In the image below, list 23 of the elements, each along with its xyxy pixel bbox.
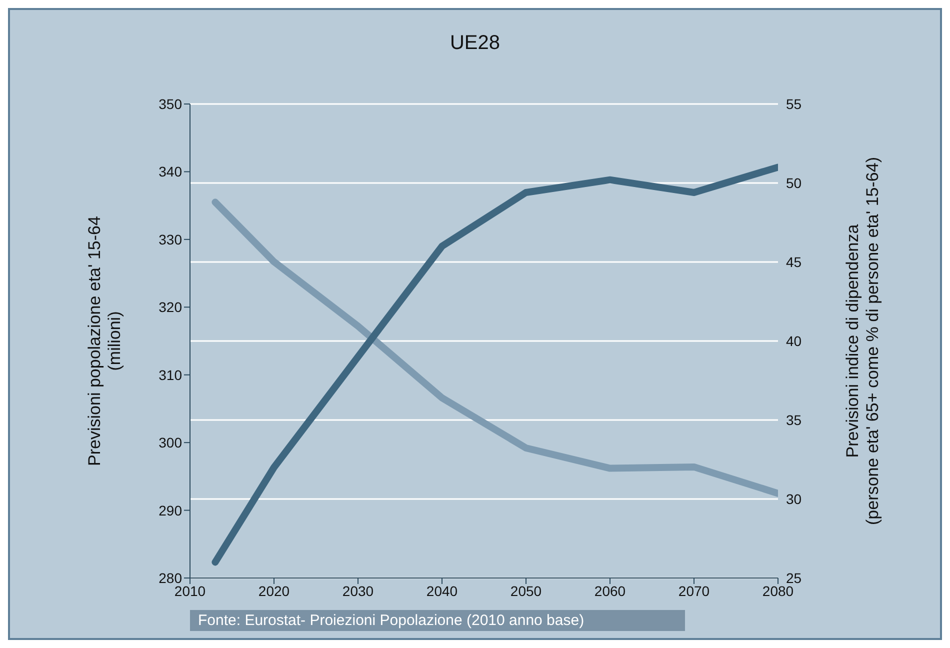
y2-tick-label: 50	[786, 174, 802, 191]
y-tick-label: 330	[158, 231, 182, 248]
y-tick-label: 320	[158, 299, 182, 316]
y-tick-label: 350	[158, 96, 182, 112]
x-tick-label: 2040	[426, 582, 458, 599]
x-tick-label: 2050	[510, 582, 542, 599]
y2-axis-title: Previsioni indice di dipendenza (persone eta' 65+ come % di persone eta' 15-64)	[843, 157, 882, 525]
x-tick-label: 2030	[342, 582, 374, 599]
chart-title: UE28	[448, 32, 502, 55]
y2-tick-label: 35	[786, 412, 802, 428]
source-note: Fonte: Eurostat- Proiezioni Popolazione (2010 anno base)	[190, 610, 685, 631]
x-tick-label: 2070	[678, 582, 710, 599]
y2-tick-label: 30	[786, 490, 802, 507]
y-tick-label: 310	[158, 366, 182, 383]
x-tick-label: 2060	[594, 582, 626, 599]
y2-tick-label: 45	[786, 254, 802, 270]
y-tick-label: 340	[158, 164, 182, 180]
y-axis-title: Previsioni popolazione eta' 15-64 (milioni)	[85, 216, 124, 466]
x-tick-label: 2020	[258, 582, 290, 599]
y-tick-label: 300	[158, 434, 182, 451]
y2-tick-label: 40	[786, 332, 802, 349]
y2-tick-label: 55	[786, 96, 802, 112]
y-tick-label: 290	[158, 502, 182, 518]
